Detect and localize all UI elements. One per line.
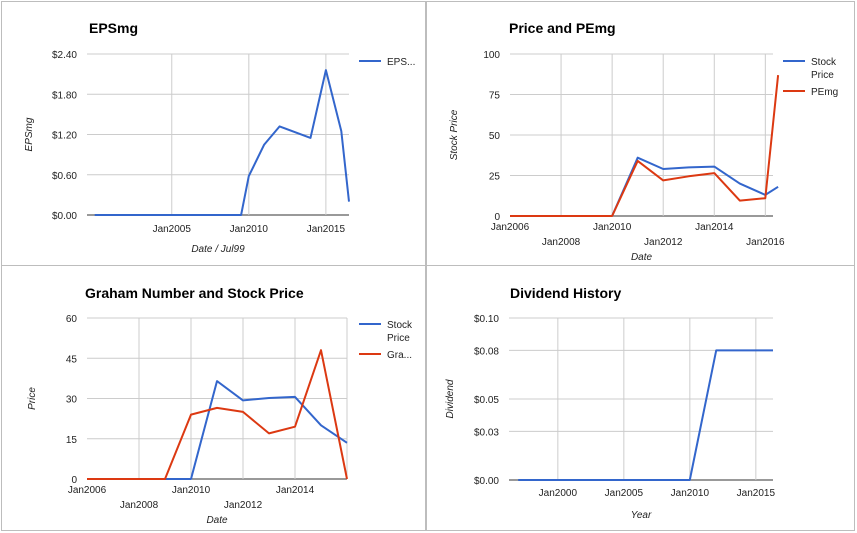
legend-label-line: Stock bbox=[811, 57, 837, 68]
chart-panel-graham: Graham Number and Stock Price 0 15 30 45 60 Ja… bbox=[1, 265, 426, 531]
chart-title: Price and PEmg bbox=[509, 20, 616, 36]
x-axis-label: Year bbox=[631, 510, 652, 521]
y-axis-label: EPSmg bbox=[24, 117, 35, 151]
x-tick-label: Jan2006 bbox=[68, 485, 107, 496]
x-tick-label: Jan2014 bbox=[276, 485, 315, 496]
y-tick-label: 75 bbox=[489, 91, 501, 102]
legend-label-line: PEmg bbox=[811, 87, 838, 98]
y-tick-label: $0.60 bbox=[52, 171, 77, 182]
y-tick-label: 60 bbox=[66, 314, 78, 325]
y-tick-label: 0 bbox=[71, 475, 77, 486]
x-tick-label: Jan2005 bbox=[153, 224, 192, 235]
series-line-2 bbox=[87, 349, 348, 480]
y-axis-label: Stock Price bbox=[449, 109, 460, 160]
series-line-1 bbox=[94, 69, 350, 216]
legend-label: EPS... bbox=[387, 57, 415, 68]
legend-label-line: Price bbox=[811, 70, 834, 81]
y-tick-label: 100 bbox=[483, 50, 500, 61]
series-line-1 bbox=[518, 349, 773, 481]
y-tick-label: 0 bbox=[494, 212, 500, 223]
legend-label: Stock Price bbox=[387, 320, 413, 344]
x-tick-label: Jan2015 bbox=[307, 224, 346, 235]
y-tick-label: $1.20 bbox=[52, 131, 77, 142]
chart-title: Dividend History bbox=[510, 285, 621, 301]
price-pemg-chart: Price and PEmg 0 25 50 75 100 Jan2006 Jan2008 Ja… bbox=[449, 20, 838, 263]
dividend-chart: Dividend History $0.00 $0.03 $0.05 $0.08 $0.1… bbox=[445, 285, 776, 521]
chart-panel-dividend: Dividend History $0.00 $0.03 $0.05 $0.08 $0.1… bbox=[426, 265, 855, 531]
x-tick-label: Jan2016 bbox=[746, 237, 785, 248]
y-tick-label: $0.10 bbox=[474, 314, 499, 325]
y-tick-label: $0.00 bbox=[52, 211, 77, 222]
chart-panel-epsmg: EPSmg $0.00 $0.60 $1.20 $1.80 $2.40 Jan2005 Jan… bbox=[1, 1, 426, 267]
legend-label-line: EPS... bbox=[387, 57, 415, 68]
x-tick-label: Jan2006 bbox=[491, 222, 530, 233]
legend-label: PEmg bbox=[811, 87, 838, 98]
x-axis-label: Date bbox=[206, 515, 228, 526]
x-tick-label: Jan2014 bbox=[695, 222, 734, 233]
x-tick-label: Jan2010 bbox=[671, 488, 710, 499]
x-tick-label: Jan2012 bbox=[224, 500, 263, 511]
x-tick-label: Jan2012 bbox=[644, 237, 683, 248]
x-tick-label: Jan2010 bbox=[230, 224, 269, 235]
y-axis-label: Price bbox=[27, 387, 38, 410]
y-tick-label: 30 bbox=[66, 395, 78, 406]
x-tick-label: Jan2005 bbox=[605, 488, 644, 499]
y-tick-label: 15 bbox=[66, 435, 78, 446]
x-tick-label: Jan2008 bbox=[120, 500, 159, 511]
y-tick-label: $2.40 bbox=[52, 50, 77, 61]
x-tick-label: Jan2015 bbox=[737, 488, 776, 499]
legend-label-line: Price bbox=[387, 333, 410, 344]
chart-title: Graham Number and Stock Price bbox=[85, 285, 304, 301]
x-tick-label: Jan2010 bbox=[593, 222, 632, 233]
x-axis-label: Date bbox=[631, 252, 653, 263]
y-tick-label: $0.03 bbox=[474, 427, 499, 438]
y-tick-label: 25 bbox=[489, 172, 501, 183]
chart-panel-price-pemg: Price and PEmg 0 25 50 75 100 Jan2006 Jan2008 Ja… bbox=[426, 1, 855, 267]
series-line-2 bbox=[510, 74, 780, 217]
legend-label: Gra... bbox=[387, 350, 412, 361]
y-tick-label: $0.08 bbox=[474, 346, 499, 357]
y-tick-label: 45 bbox=[66, 354, 78, 365]
y-tick-label: $1.80 bbox=[52, 90, 77, 101]
y-axis-label: Dividend bbox=[445, 379, 456, 418]
chart-title: EPSmg bbox=[89, 20, 138, 36]
epsmg-chart: EPSmg $0.00 $0.60 $1.20 $1.80 $2.40 Jan2005 Jan… bbox=[24, 20, 415, 255]
y-tick-label: $0.00 bbox=[474, 476, 499, 487]
y-tick-label: $0.05 bbox=[474, 395, 499, 406]
y-tick-label: 50 bbox=[489, 131, 501, 142]
graham-chart: Graham Number and Stock Price 0 15 30 45 60 Ja… bbox=[27, 285, 413, 526]
legend-label-line: Stock bbox=[387, 320, 413, 331]
x-axis-label: Date / Jul99 bbox=[191, 244, 245, 255]
legend-label: Stock Price bbox=[811, 57, 837, 81]
x-tick-label: Jan2010 bbox=[172, 485, 211, 496]
x-tick-label: Jan2000 bbox=[539, 488, 578, 499]
x-tick-label: Jan2008 bbox=[542, 237, 581, 248]
series-line-1 bbox=[87, 380, 348, 480]
legend-label-line: Gra... bbox=[387, 350, 412, 361]
